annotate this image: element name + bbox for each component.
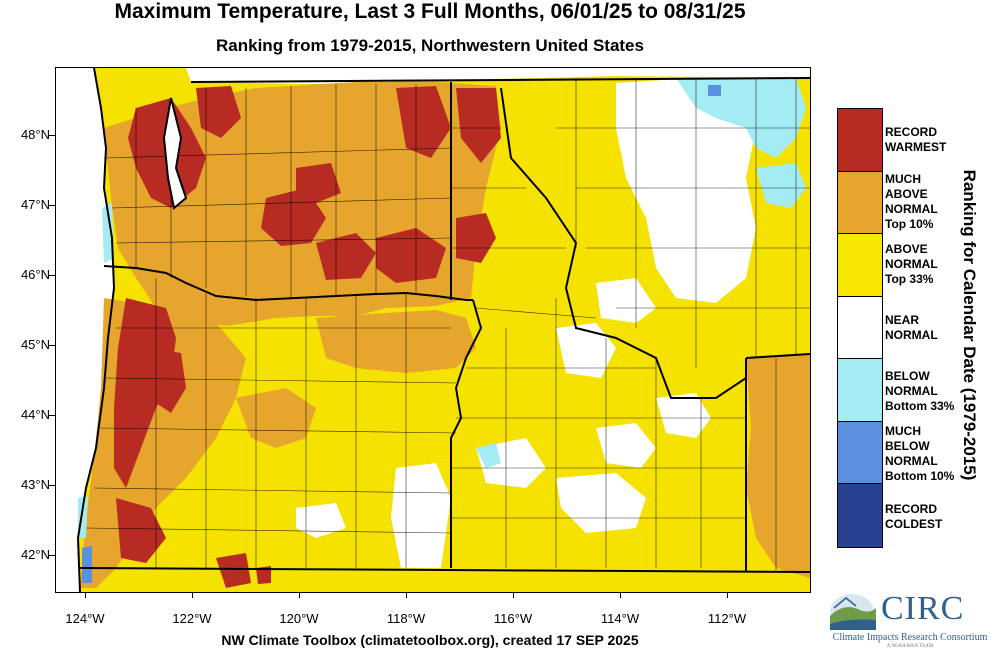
lat-tick bbox=[49, 135, 55, 136]
lat-tick bbox=[49, 485, 55, 486]
lat-label: 42°N bbox=[20, 547, 50, 562]
lon-tick bbox=[727, 592, 728, 598]
lat-label: 47°N bbox=[20, 197, 50, 212]
lat-tick bbox=[49, 275, 55, 276]
lat-label: 44°N bbox=[20, 407, 50, 422]
legend-label: BELOW NORMAL Bottom 33% bbox=[885, 369, 955, 413]
logo-tagline: A NOAA RISA TEAM bbox=[886, 644, 934, 649]
legend-swatch-record-warmest bbox=[838, 109, 882, 172]
legend-label: RECORD COLDEST bbox=[885, 502, 943, 531]
lon-tick bbox=[299, 592, 300, 598]
lat-label: 46°N bbox=[20, 267, 50, 282]
legend-label: ABOVE NORMAL Top 33% bbox=[885, 242, 938, 286]
logo-subtitle: Climate Impacts Research Consortium bbox=[832, 632, 988, 643]
legend-colorbar bbox=[837, 108, 883, 548]
lon-tick bbox=[620, 592, 621, 598]
legend-label: MUCH BELOW NORMAL Bottom 10% bbox=[885, 424, 955, 483]
lat-label: 45°N bbox=[20, 337, 50, 352]
legend-label: NEAR NORMAL bbox=[885, 313, 938, 342]
legend-swatch-much-above bbox=[838, 172, 882, 234]
legend-title-text: Ranking for Calendar Date (1979-2015) bbox=[960, 169, 979, 481]
credit-line: NW Climate Toolbox (climatetoolbox.org),… bbox=[221, 632, 639, 648]
lon-tick bbox=[406, 592, 407, 598]
map-subtitle: Ranking from 1979-2015, Northwestern Uni… bbox=[216, 36, 644, 55]
legend-swatch-near-normal bbox=[838, 297, 882, 359]
lat-label: 48°N bbox=[20, 127, 50, 142]
lat-tick bbox=[49, 555, 55, 556]
map-title: Maximum Temperature, Last 3 Full Months,… bbox=[114, 0, 746, 23]
lat-tick bbox=[49, 415, 55, 416]
legend-swatch-record-coldest bbox=[838, 484, 882, 547]
logo-name: CIRC bbox=[881, 590, 965, 627]
lon-tick bbox=[85, 592, 86, 598]
legend-swatch-below bbox=[838, 359, 882, 422]
lon-tick bbox=[513, 592, 514, 598]
lon-label: 124°W bbox=[65, 611, 105, 626]
lat-label: 43°N bbox=[20, 477, 50, 492]
lon-tick bbox=[192, 592, 193, 598]
lon-label: 118°W bbox=[386, 611, 426, 626]
legend-label: MUCH ABOVE NORMAL Top 10% bbox=[885, 172, 938, 231]
legend-swatch-above bbox=[838, 234, 882, 297]
legend-swatch-much-below bbox=[838, 422, 882, 484]
lat-tick bbox=[49, 205, 55, 206]
lon-label: 120°W bbox=[279, 611, 319, 626]
lat-tick bbox=[49, 345, 55, 346]
map-panel bbox=[55, 67, 811, 593]
legend-label: RECORD WARMEST bbox=[885, 125, 947, 154]
lon-label: 114°W bbox=[600, 611, 640, 626]
temperature-ranking-map bbox=[56, 68, 810, 592]
lon-label: 112°W bbox=[707, 611, 747, 626]
lon-label: 122°W bbox=[172, 611, 212, 626]
circ-logo bbox=[830, 594, 876, 630]
lon-label: 116°W bbox=[493, 611, 533, 626]
